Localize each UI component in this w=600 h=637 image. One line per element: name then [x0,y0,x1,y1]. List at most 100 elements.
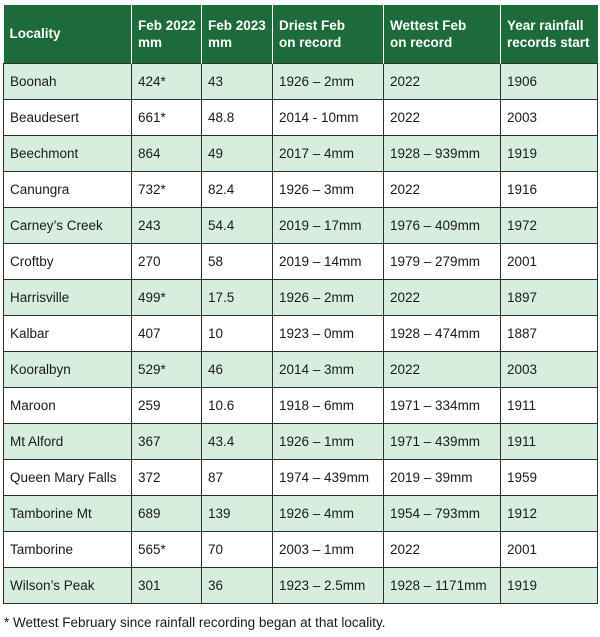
cell-records-start: 1916 [500,170,598,208]
cell-locality: Kalbar [3,314,132,352]
cell-records-start: 1897 [500,278,598,316]
cell-locality: Carney’s Creek [3,206,132,244]
cell-feb-2022: 372 [131,458,202,496]
cell-driest-feb: 1926 – 4mm [272,494,384,532]
cell-feb-2023: 43 [201,62,273,100]
cell-feb-2022: 661* [131,98,202,136]
cell-wettest-feb: 2019 – 39mm [383,458,501,496]
table-row: Croftby 270 58 2019 – 14mm 1979 – 279mm 2001 [3,242,598,280]
cell-locality: Boonah [3,62,132,100]
header-records-start: Year rainfall records start [500,5,598,63]
cell-wettest-feb: 2022 [383,170,501,208]
cell-feb-2023: 46 [201,350,273,388]
table-row: Maroon 259 10.6 1918 – 6mm 1971 – 334mm 1911 [3,386,598,424]
cell-feb-2022: 732* [131,170,202,208]
cell-feb-2023: 82.4 [201,170,273,208]
cell-records-start: 1972 [500,206,598,244]
header-feb-2022: Feb 2022 mm [131,5,202,63]
cell-feb-2022: 243 [131,206,202,244]
table-row: Harrisville 499* 17.5 1926 – 2mm 2022 1897 [3,278,598,316]
cell-locality: Maroon [3,386,132,424]
cell-wettest-feb: 1976 – 409mm [383,206,501,244]
cell-wettest-feb: 1954 – 793mm [383,494,501,532]
cell-records-start: 2003 [500,98,598,136]
cell-locality: Harrisville [3,278,132,316]
table-header: Locality Feb 2022 mm Feb 2023 mm Driest Feb on… [3,5,598,63]
table-row: Mt Alford 367 43.4 1926 – 1mm 1971 – 439mm 19… [3,422,598,460]
table-row: Tamborine 565* 70 2003 – 1mm 2022 2001 [3,530,598,568]
rainfall-table-container: Locality Feb 2022 mm Feb 2023 mm Driest Feb on… [3,5,598,604]
header-line-1: Driest Feb [279,17,346,33]
cell-driest-feb: 1926 – 1mm [272,422,384,460]
cell-wettest-feb: 2022 [383,530,501,568]
cell-feb-2022: 864 [131,134,202,172]
cell-records-start: 2003 [500,350,598,388]
header-line-1: Feb 2022 [138,17,196,33]
cell-feb-2023: 43.4 [201,422,273,460]
cell-wettest-feb: 1971 – 439mm [383,422,501,460]
cell-driest-feb: 2014 – 3mm [272,350,384,388]
table-row: Tamborine Mt 689 139 1926 – 4mm 1954 – 793mm… [3,494,598,532]
table-row: Carney’s Creek 243 54.4 2019 – 17mm 1976 – 4… [3,206,598,244]
cell-records-start: 2001 [500,242,598,280]
header-line-1: Year rainfall [507,17,584,33]
cell-records-start: 1911 [500,422,598,460]
cell-driest-feb: 1923 – 2.5mm [272,566,384,604]
cell-wettest-feb: 1928 – 474mm [383,314,501,352]
cell-driest-feb: 1926 – 2mm [272,278,384,316]
cell-locality: Mt Alford [3,422,132,460]
cell-feb-2023: 49 [201,134,273,172]
table-body: Boonah 424* 43 1926 – 2mm 2022 1906 Beaudesert… [3,62,598,604]
cell-driest-feb: 1923 – 0mm [272,314,384,352]
table-row: Boonah 424* 43 1926 – 2mm 2022 1906 [3,62,598,100]
cell-feb-2023: 54.4 [201,206,273,244]
header-line-2: mm [208,34,233,50]
header-line-1: Wettest Feb [390,17,467,33]
cell-feb-2023: 48.8 [201,98,273,136]
cell-records-start: 1919 [500,566,598,604]
header-row: Locality Feb 2022 mm Feb 2023 mm Driest Feb on… [3,5,598,63]
table-row: Wilson’s Peak 301 36 1923 – 2.5mm 1928 – 117… [3,566,598,604]
cell-locality: Beechmont [3,134,132,172]
cell-records-start: 1912 [500,494,598,532]
cell-feb-2022: 270 [131,242,202,280]
header-line-2: on record [279,34,342,50]
cell-feb-2023: 139 [201,494,273,532]
cell-driest-feb: 2014 - 10mm [272,98,384,136]
table-row: Queen Mary Falls 372 87 1974 – 439mm 2019 – … [3,458,598,496]
cell-feb-2023: 17.5 [201,278,273,316]
cell-feb-2022: 367 [131,422,202,460]
cell-wettest-feb: 2022 [383,62,501,100]
cell-records-start: 2001 [500,530,598,568]
table-row: Kalbar 407 10 1923 – 0mm 1928 – 474mm 1887 [3,314,598,352]
cell-locality: Tamborine [3,530,132,568]
table-row: Canungra 732* 82.4 1926 – 3mm 2022 1916 [3,170,598,208]
cell-records-start: 1906 [500,62,598,100]
cell-records-start: 1887 [500,314,598,352]
cell-locality: Wilson’s Peak [3,566,132,604]
cell-records-start: 1919 [500,134,598,172]
header-line-1: Feb 2023 [208,17,266,33]
header-line-2: mm [138,34,163,50]
header-locality: Locality [3,5,132,63]
cell-wettest-feb: 2022 [383,98,501,136]
cell-feb-2022: 259 [131,386,202,424]
cell-locality: Kooralbyn [3,350,132,388]
rainfall-table: Locality Feb 2022 mm Feb 2023 mm Driest Feb on… [3,5,598,604]
cell-feb-2023: 70 [201,530,273,568]
cell-wettest-feb: 1979 – 279mm [383,242,501,280]
cell-wettest-feb: 1928 – 939mm [383,134,501,172]
cell-records-start: 1911 [500,386,598,424]
cell-locality: Croftby [3,242,132,280]
cell-locality: Canungra [3,170,132,208]
cell-feb-2023: 58 [201,242,273,280]
header-driest-feb: Driest Feb on record [272,5,384,63]
cell-driest-feb: 2019 – 14mm [272,242,384,280]
cell-locality: Tamborine Mt [3,494,132,532]
header-line-1: Locality [9,26,61,42]
cell-feb-2023: 87 [201,458,273,496]
cell-locality: Beaudesert [3,98,132,136]
cell-feb-2022: 565* [131,530,202,568]
cell-wettest-feb: 2022 [383,350,501,388]
cell-records-start: 1959 [500,458,598,496]
